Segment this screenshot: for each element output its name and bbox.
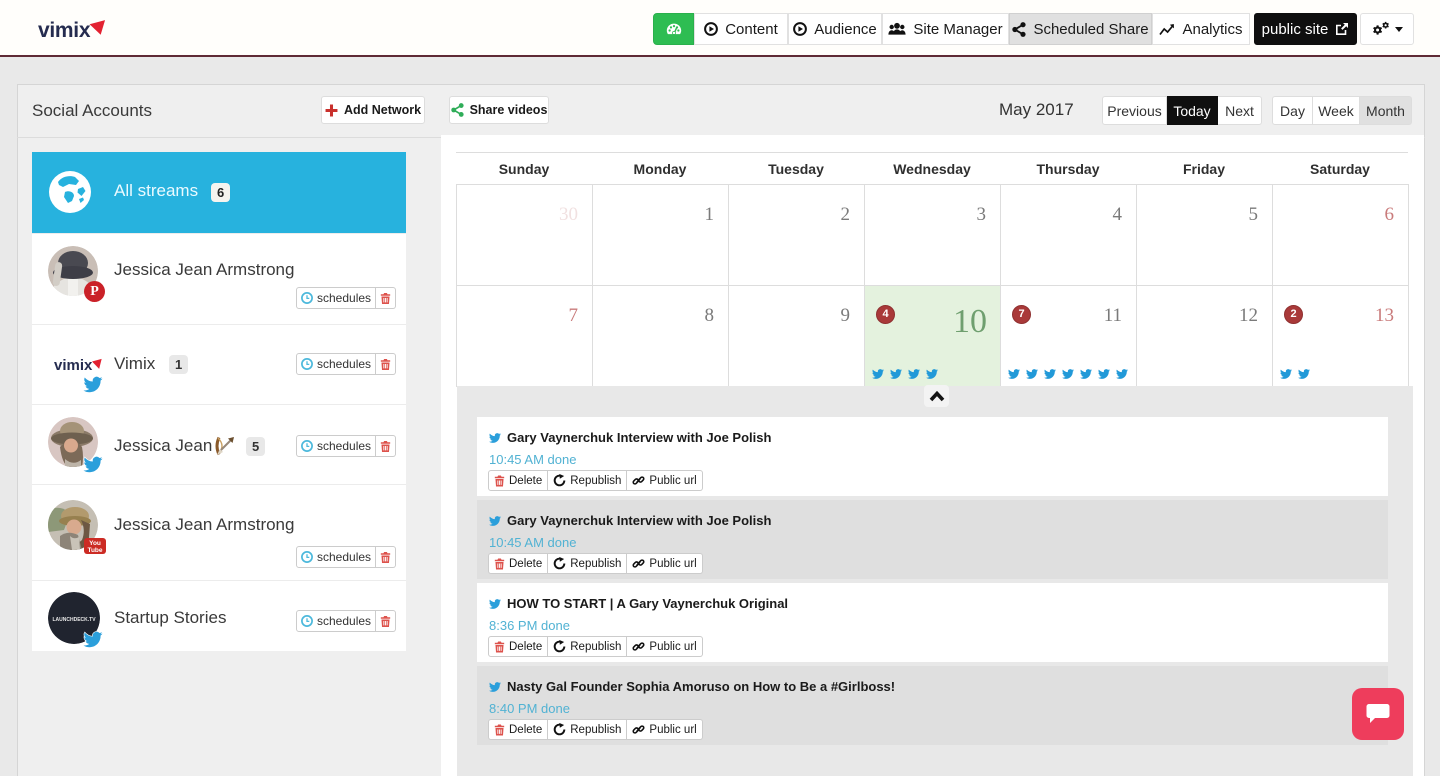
svg-text:LAUNCHDECK.TV: LAUNCHDECK.TV <box>52 617 96 623</box>
svg-text:Tube: Tube <box>87 547 102 554</box>
svg-text:You: You <box>89 540 101 547</box>
